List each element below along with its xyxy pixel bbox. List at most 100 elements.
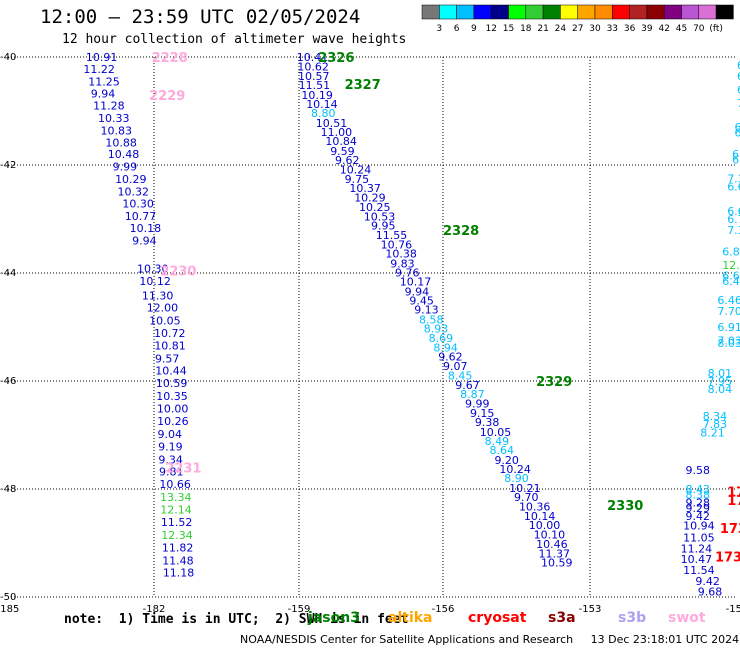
- wave-height-point: 10.72: [154, 327, 186, 340]
- wave-height-point: 9.58: [686, 464, 711, 477]
- x-tick-label: -156: [432, 604, 455, 615]
- pass-time-label: 2229: [149, 89, 185, 104]
- wave-height-point: 10.10: [534, 528, 566, 541]
- legend-label: 12: [485, 24, 496, 34]
- wave-height-point: 10.88: [105, 136, 137, 149]
- pass-time-label: 1730: [715, 551, 740, 566]
- wave-height-point: 8.21: [700, 426, 725, 439]
- satellite-cryosat: cryosat: [468, 610, 527, 626]
- wave-height-point: 10.48: [108, 148, 139, 161]
- wave-height-point: 9.13: [414, 304, 439, 317]
- wave-height-point: 12.12: [722, 259, 740, 272]
- wave-height-point: 10.91: [86, 51, 118, 64]
- wave-height-point: 10.12: [139, 275, 171, 288]
- wave-height-point: 9.75: [345, 173, 370, 186]
- wave-height-point: 7.95: [708, 375, 733, 388]
- wave-height-point: 10.38: [385, 248, 417, 261]
- wave-height-point: 8.80: [311, 107, 336, 120]
- pass-time-label: 172: [727, 494, 740, 509]
- legend-label: 70: [693, 24, 705, 34]
- wave-height-point: 6.66: [722, 270, 740, 283]
- wave-height-point: 11.37: [539, 547, 571, 560]
- wave-height-point: 8.90: [504, 472, 529, 485]
- legend-swatch: [508, 4, 527, 20]
- pass-time-label: 2326: [318, 51, 354, 66]
- wave-height-point: 9.59: [330, 145, 355, 158]
- wave-height-point: 10.84: [325, 135, 357, 148]
- wave-height-point: 10.44: [155, 365, 187, 378]
- wave-height-point: 9.95: [371, 219, 396, 232]
- chart-title: 12:00 — 23:59 UTC 02/05/2024: [40, 6, 361, 28]
- wave-height-point: 10.77: [125, 210, 157, 223]
- wave-height-point: 10.57: [298, 70, 330, 83]
- wave-height-point: 11.52: [161, 516, 193, 529]
- wave-height-point: 10.00: [529, 519, 561, 532]
- x-tick-label: -159: [288, 604, 311, 615]
- wave-height-point: 10.51: [316, 117, 348, 130]
- wave-height-point: 6.41: [722, 275, 740, 288]
- legend-swatch: [421, 4, 440, 20]
- legend-swatch: [456, 4, 475, 20]
- legend-swatch: [542, 4, 561, 20]
- legend-label: 18: [520, 24, 532, 34]
- wave-height-point: 9.68: [698, 586, 723, 599]
- wave-height-point: 10.25: [359, 201, 391, 214]
- wave-height-point: 9.42: [686, 510, 711, 523]
- wave-height-point: 8.87: [460, 388, 485, 401]
- wave-height-point: 8.04: [708, 383, 733, 396]
- wave-height-point: 11.48: [162, 554, 194, 567]
- wave-height-point: 8.03: [717, 337, 740, 350]
- wave-height-point: 9.04: [157, 428, 182, 441]
- wave-height-point: 10.30: [122, 197, 154, 210]
- wave-height-point: 9.70: [514, 491, 539, 504]
- y-tick-label: -42: [0, 160, 16, 171]
- wave-height-point: 10.05: [480, 426, 512, 439]
- legend-swatch: [560, 4, 578, 20]
- wave-height-point: 10.18: [130, 222, 162, 235]
- wave-height-point: 8.34: [703, 410, 728, 423]
- legend-label: 45: [676, 24, 687, 34]
- wave-height-point: 9.83: [390, 257, 415, 270]
- wave-height-point: 6.65: [727, 181, 740, 194]
- legend-swatch: [629, 4, 648, 20]
- wave-height-point: 7.36: [727, 173, 740, 186]
- pass-time-label: 2230: [160, 264, 196, 279]
- wave-height-point: 8.64: [490, 444, 515, 457]
- legend-label: 9: [471, 24, 477, 34]
- wave-height-point: 8.38: [686, 488, 711, 501]
- wave-height-point: 9.94: [405, 285, 430, 298]
- satellite-swot: swot: [668, 610, 706, 626]
- wave-height-point: 8.93: [424, 323, 449, 336]
- wave-height-point: 10.36: [519, 500, 551, 513]
- wave-height-point: 10.33: [98, 112, 129, 125]
- wave-height-point: 11.82: [162, 541, 194, 554]
- wave-height-point: 6.: [737, 83, 740, 96]
- legend-label: 36: [624, 24, 636, 34]
- wave-height-point: 9.57: [155, 352, 180, 365]
- wave-height-point: 10.26: [157, 415, 189, 428]
- satellite-altika: altika: [388, 610, 433, 626]
- y-tick-label: -44: [0, 268, 16, 279]
- wave-height-point: 9.94: [91, 88, 116, 101]
- satellite-jason3: jason3: [308, 610, 360, 626]
- wave-height-point: 10.24: [340, 163, 372, 176]
- legend-label: 39: [641, 24, 653, 34]
- wave-height-point: 10.30: [137, 263, 169, 276]
- wave-height-point: 10.29: [115, 173, 147, 186]
- wave-height-point: 6.6: [735, 127, 740, 140]
- wave-height-point: 7.39: [727, 224, 740, 237]
- wave-height-point: 9.94: [132, 235, 157, 248]
- wave-height-point: 10.29: [354, 191, 386, 204]
- wave-height-point: 6.7: [732, 154, 740, 167]
- wave-height-point: 9.99: [113, 161, 138, 174]
- wave-height-point: 9.62: [438, 351, 463, 364]
- wave-height-point: 10.21: [509, 482, 541, 495]
- legend-label: (ft): [709, 24, 723, 34]
- wave-height-point: 11.24: [681, 542, 713, 555]
- wave-height-point: 11.28: [93, 100, 125, 113]
- wave-height-point: 10.14: [306, 98, 338, 111]
- wave-height-point: 6.: [737, 70, 740, 83]
- legend-label: 27: [572, 24, 583, 34]
- legend-swatch: [612, 4, 630, 20]
- wave-height-point: 9.38: [475, 416, 500, 429]
